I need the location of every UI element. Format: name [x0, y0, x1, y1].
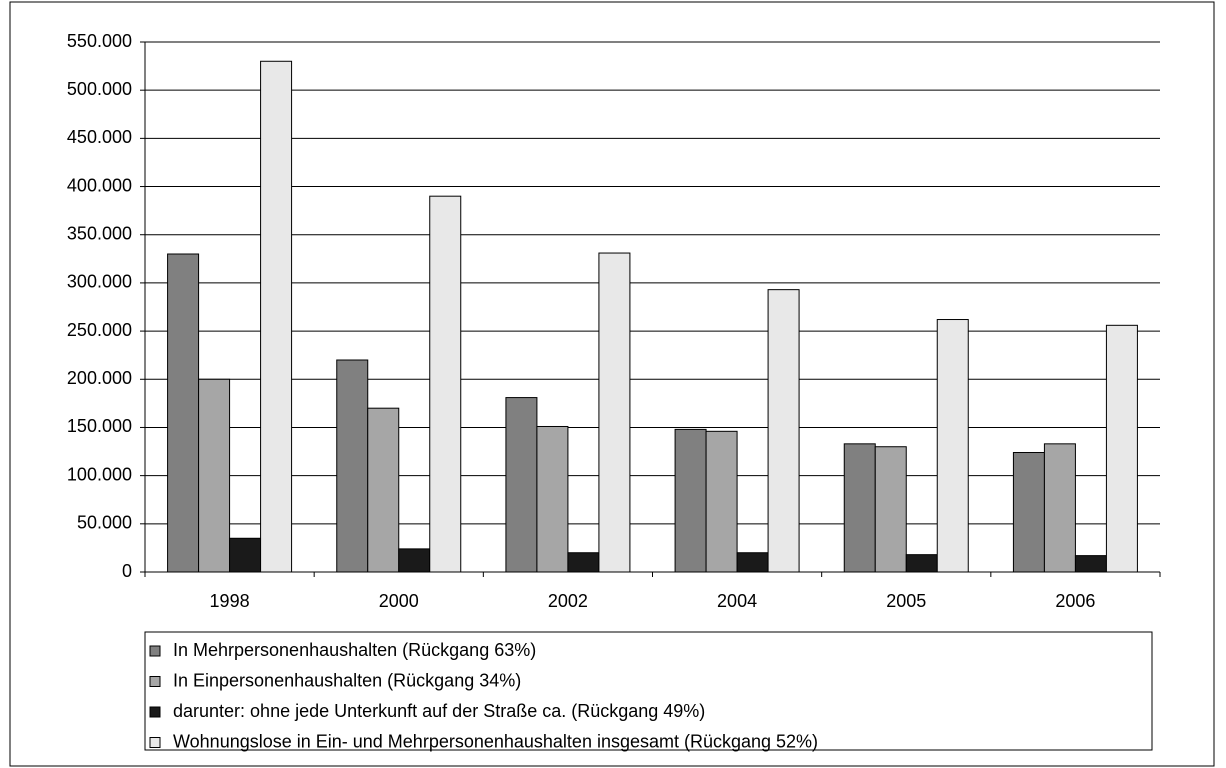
x-tick-label: 2002	[548, 591, 588, 611]
bar	[1012, 452, 1045, 573]
bar	[705, 430, 738, 573]
bar	[536, 425, 569, 573]
bar	[367, 407, 400, 573]
bar	[505, 397, 538, 573]
y-tick-label: 550.000	[67, 31, 132, 51]
legend-swatch	[149, 676, 161, 687]
bar	[229, 537, 262, 573]
bar	[398, 548, 431, 573]
bar	[905, 554, 938, 573]
bar	[936, 319, 969, 573]
bar	[674, 428, 707, 573]
bar	[598, 252, 631, 573]
x-tick-label: 2006	[1055, 591, 1095, 611]
legend-label: darunter: ohne jede Unterkunft auf der S…	[173, 701, 705, 721]
y-tick-label: 100.000	[67, 464, 132, 484]
bar	[1105, 324, 1138, 573]
bar	[567, 552, 600, 573]
legend-swatch	[149, 645, 161, 657]
x-tick-label: 1998	[210, 591, 250, 611]
bar	[843, 443, 876, 573]
y-tick-label: 350.000	[67, 223, 132, 243]
bar	[167, 253, 200, 573]
y-tick-label: 250.000	[67, 320, 132, 340]
y-tick-label: 450.000	[67, 127, 132, 147]
legend-label: In Einpersonenhaushalten (Rückgang 34%)	[173, 670, 521, 690]
bar	[1074, 555, 1107, 573]
legend-swatch	[149, 706, 161, 718]
bar	[429, 195, 462, 573]
bar	[767, 289, 800, 573]
y-tick-label: 300.000	[67, 272, 132, 292]
x-tick-label: 2004	[717, 591, 757, 611]
bar	[260, 60, 293, 573]
y-tick-label: 150.000	[67, 416, 132, 436]
x-tick-label: 2005	[886, 591, 926, 611]
bar	[874, 446, 907, 573]
bar	[1043, 443, 1076, 573]
legend-label: Wohnungslose in Ein- und Mehrpersonenhau…	[173, 731, 818, 751]
x-tick-label: 2000	[379, 591, 419, 611]
y-tick-label: 50.000	[77, 513, 132, 533]
y-tick-label: 200.000	[67, 368, 132, 388]
legend-swatch	[149, 737, 161, 748]
legend-box	[144, 631, 1153, 751]
legend-label: In Mehrpersonenhaushalten (Rückgang 63%)	[173, 640, 536, 660]
bar	[336, 359, 369, 573]
y-tick-label: 500.000	[67, 79, 132, 99]
y-tick-label: 0	[122, 561, 132, 581]
bar	[736, 552, 769, 573]
bar	[198, 378, 231, 573]
y-tick-label: 400.000	[67, 175, 132, 195]
